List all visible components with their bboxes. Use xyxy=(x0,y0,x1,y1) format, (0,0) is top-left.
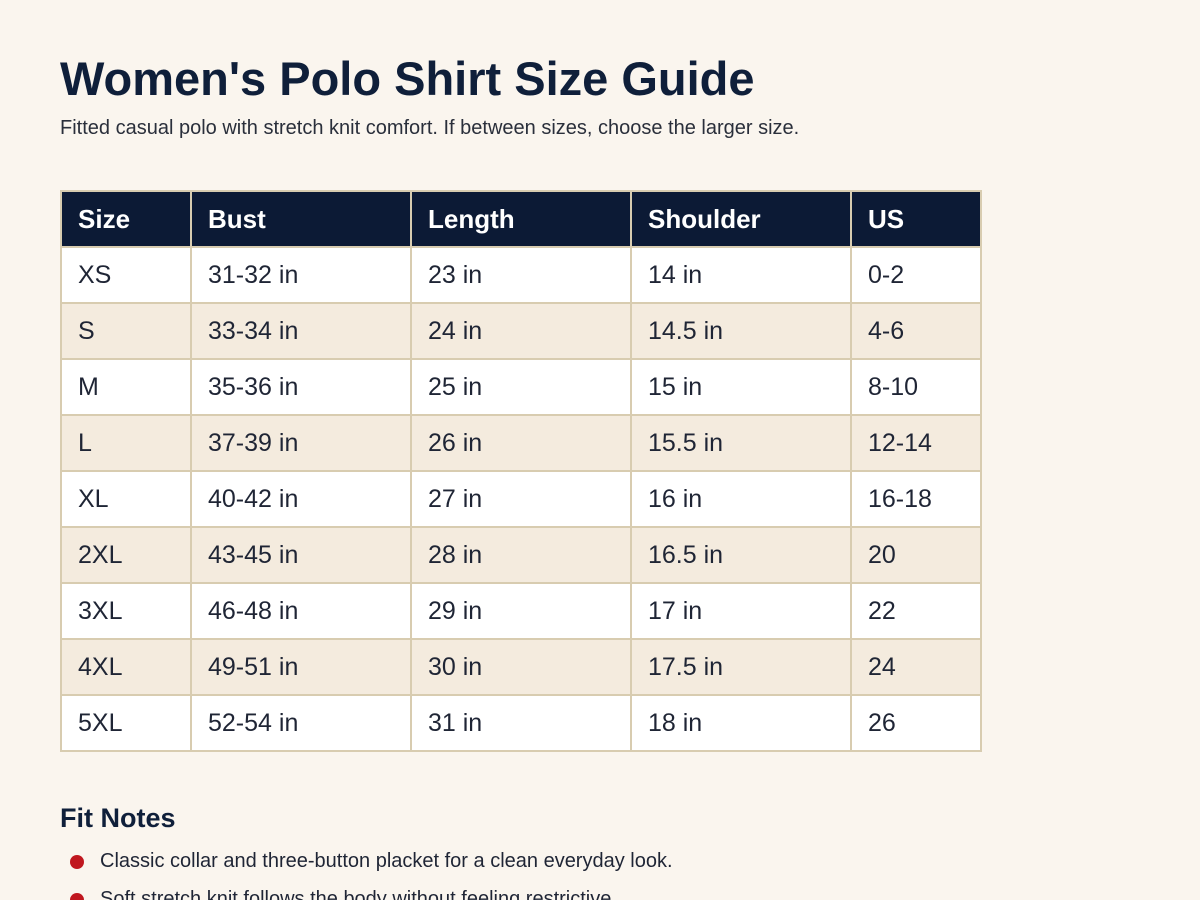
table-cell: 20 xyxy=(850,526,982,584)
table-cell: 30 in xyxy=(410,638,632,696)
table-cell: 28 in xyxy=(410,526,632,584)
title: Women's Polo Shirt Size Guide xyxy=(60,52,755,105)
table-cell: 35-36 in xyxy=(190,358,412,416)
column-header: Bust xyxy=(190,190,412,248)
table-row: 5XL 52-54 in 31 in 18 in 26 xyxy=(60,694,982,752)
table-cell: 16-18 xyxy=(850,470,982,528)
table-cell: 27 in xyxy=(410,470,632,528)
note-item: Classic collar and three-button placket … xyxy=(60,846,673,876)
table-cell: S xyxy=(60,302,192,360)
table-row: 2XL 43-45 in 28 in 16.5 in 20 xyxy=(60,526,982,584)
table-cell: 40-42 in xyxy=(190,470,412,528)
column-header: Size xyxy=(60,190,192,248)
column-header: Length xyxy=(410,190,632,248)
table-cell: 5XL xyxy=(60,694,192,752)
table-cell: 33-34 in xyxy=(190,302,412,360)
table-cell: 26 in xyxy=(410,414,632,472)
table-cell: 15 in xyxy=(630,358,852,416)
notes-list: Classic collar and three-button placket … xyxy=(60,846,673,900)
table-cell: 4-6 xyxy=(850,302,982,360)
table-row: 4XL 49-51 in 30 in 17.5 in 24 xyxy=(60,638,982,696)
table-cell: 17.5 in xyxy=(630,638,852,696)
table-cell: L xyxy=(60,414,192,472)
note-text: Soft stretch knit follows the body witho… xyxy=(100,888,617,900)
table-cell: 46-48 in xyxy=(190,582,412,640)
notes-title: Fit Notes xyxy=(60,803,176,833)
bullet-dot xyxy=(70,893,84,900)
table-body: XS 31-32 in 23 in 14 in 0-2 S 33-34 in 24 in 14.… xyxy=(60,246,982,752)
table-cell: M xyxy=(60,358,192,416)
table-row: S 33-34 in 24 in 14.5 in 4-6 xyxy=(60,302,982,360)
table-cell: 52-54 in xyxy=(190,694,412,752)
bullet-dot xyxy=(70,855,84,869)
size-table: Size Bust Length Shoulder US XS 31-32 in 23 in… xyxy=(60,190,982,752)
table-cell: 25 in xyxy=(410,358,632,416)
table-cell: XS xyxy=(60,246,192,304)
table-cell: 16.5 in xyxy=(630,526,852,584)
table-cell: 2XL xyxy=(60,526,192,584)
table-cell: 22 xyxy=(850,582,982,640)
table-row: XS 31-32 in 23 in 14 in 0-2 xyxy=(60,246,982,304)
table-cell: 14 in xyxy=(630,246,852,304)
table-cell: 18 in xyxy=(630,694,852,752)
table-cell: 8-10 xyxy=(850,358,982,416)
table-row: XL 40-42 in 27 in 16 in 16-18 xyxy=(60,470,982,528)
table-cell: 17 in xyxy=(630,582,852,640)
table-cell: 24 in xyxy=(410,302,632,360)
table-cell: XL xyxy=(60,470,192,528)
table-row: 3XL 46-48 in 29 in 17 in 22 xyxy=(60,582,982,640)
column-header: Shoulder xyxy=(630,190,852,248)
note-text: Classic collar and three-button placket … xyxy=(100,850,673,872)
column-header: US xyxy=(850,190,982,248)
table-row: M 35-36 in 25 in 15 in 8-10 xyxy=(60,358,982,416)
table-cell: 26 xyxy=(850,694,982,752)
table-cell: 24 xyxy=(850,638,982,696)
table-cell: 16 in xyxy=(630,470,852,528)
table-cell: 3XL xyxy=(60,582,192,640)
table-cell: 14.5 in xyxy=(630,302,852,360)
table-cell: 15.5 in xyxy=(630,414,852,472)
table-cell: 31 in xyxy=(410,694,632,752)
table-cell: 23 in xyxy=(410,246,632,304)
table-cell: 43-45 in xyxy=(190,526,412,584)
table-cell: 49-51 in xyxy=(190,638,412,696)
table-cell: 0-2 xyxy=(850,246,982,304)
table-cell: 4XL xyxy=(60,638,192,696)
table-cell: 37-39 in xyxy=(190,414,412,472)
table-row: L 37-39 in 26 in 15.5 in 12-14 xyxy=(60,414,982,472)
note-item: Soft stretch knit follows the body witho… xyxy=(60,884,673,900)
header-row: Size Bust Length Shoulder US xyxy=(60,190,982,248)
table-cell: 12-14 xyxy=(850,414,982,472)
table-cell: 31-32 in xyxy=(190,246,412,304)
table-cell: 29 in xyxy=(410,582,632,640)
subtitle: Fitted casual polo with stretch knit com… xyxy=(60,117,800,139)
